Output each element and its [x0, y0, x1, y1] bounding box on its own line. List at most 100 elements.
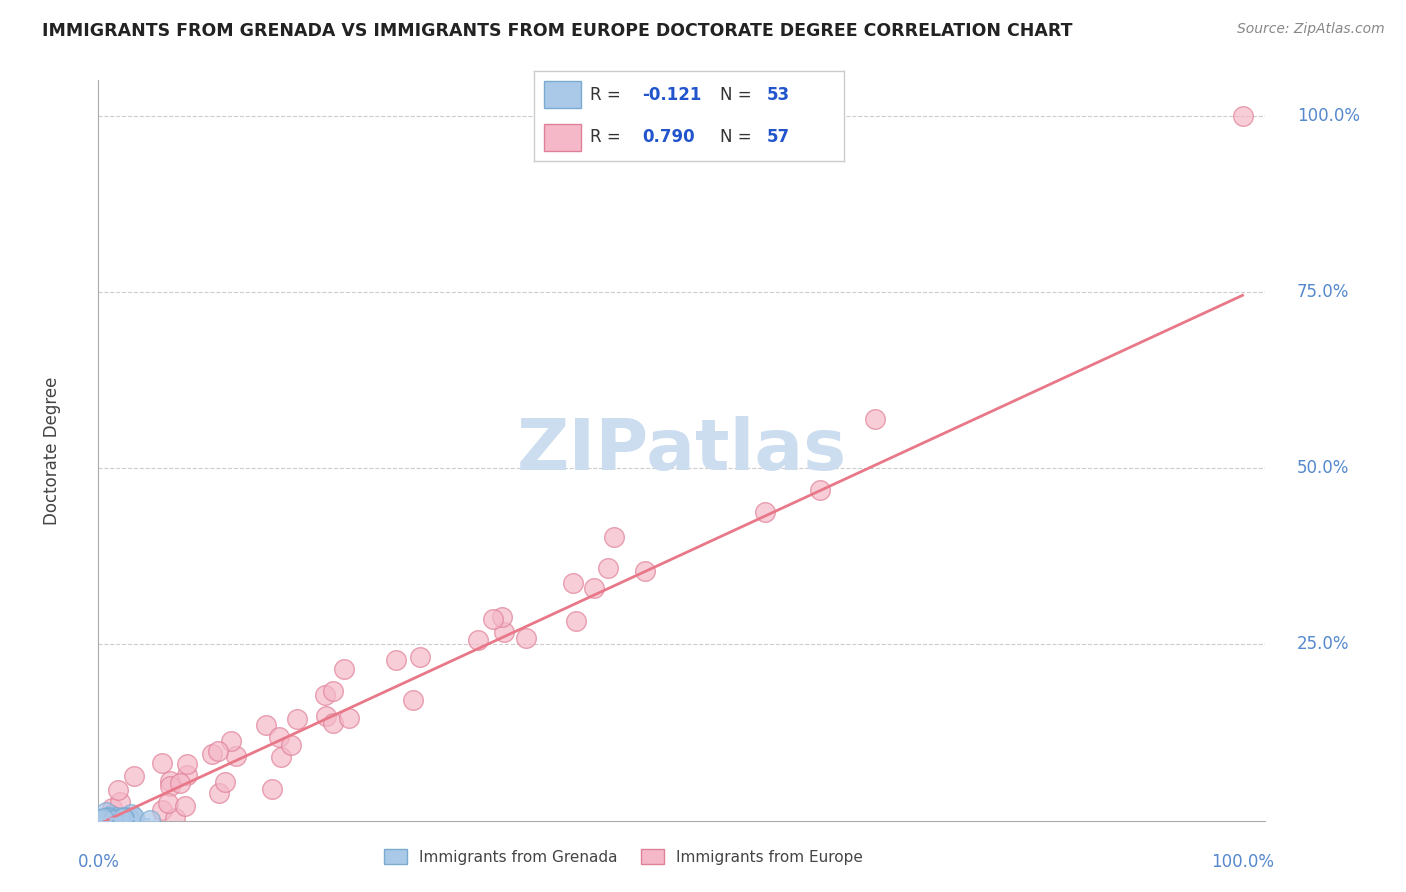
Point: [97, 812, 120, 826]
Point: [90, 813, 112, 827]
Point: [494, 625, 516, 640]
Point: [100, 808, 122, 822]
Text: -0.121: -0.121: [643, 86, 702, 103]
Point: [101, 811, 124, 825]
Point: [89, 813, 111, 827]
Point: [208, 786, 231, 800]
Text: 0.790: 0.790: [643, 128, 695, 146]
Point: [163, 811, 186, 825]
Point: [111, 810, 134, 824]
Point: [156, 796, 179, 810]
Point: [94, 814, 117, 828]
Text: 0.0%: 0.0%: [77, 853, 120, 871]
FancyBboxPatch shape: [544, 124, 581, 151]
Point: [515, 632, 537, 646]
Point: [808, 483, 831, 497]
Point: [93, 813, 115, 827]
Text: R =: R =: [591, 86, 626, 103]
Point: [93, 812, 115, 826]
Point: [103, 811, 125, 825]
Point: [385, 653, 408, 667]
Point: [98, 809, 121, 823]
Point: [333, 661, 356, 675]
Point: [602, 530, 624, 544]
Point: [110, 796, 132, 810]
Point: [214, 774, 236, 789]
Point: [98, 811, 121, 825]
Point: [174, 799, 197, 814]
Text: 53: 53: [766, 86, 789, 103]
Text: 57: 57: [766, 128, 789, 146]
Point: [596, 561, 619, 575]
Text: Doctorate Degree: Doctorate Degree: [42, 376, 60, 524]
Point: [90, 813, 112, 827]
Point: [322, 715, 344, 730]
Point: [402, 692, 425, 706]
Point: [562, 576, 585, 591]
Point: [408, 649, 430, 664]
Point: [93, 813, 115, 827]
Point: [176, 767, 198, 781]
Point: [94, 805, 117, 820]
Point: [314, 688, 336, 702]
Point: [270, 749, 292, 764]
Point: [89, 814, 111, 828]
Point: [105, 810, 128, 824]
Point: [267, 731, 290, 745]
Text: N =: N =: [720, 86, 756, 103]
Point: [89, 813, 111, 827]
Point: [87, 813, 110, 827]
Text: IMMIGRANTS FROM GRENADA VS IMMIGRANTS FROM EUROPE DOCTORATE DEGREE CORRELATION C: IMMIGRANTS FROM GRENADA VS IMMIGRANTS FR…: [42, 22, 1073, 40]
Point: [87, 812, 110, 826]
Point: [87, 814, 110, 828]
Text: 75.0%: 75.0%: [1298, 283, 1350, 301]
Point: [322, 684, 344, 698]
Text: 25.0%: 25.0%: [1298, 635, 1350, 653]
Point: [101, 801, 124, 815]
Text: ZIPatlas: ZIPatlas: [517, 416, 846, 485]
Point: [564, 614, 586, 628]
Point: [582, 581, 605, 595]
Point: [200, 747, 222, 762]
Point: [633, 564, 655, 578]
Point: [159, 773, 181, 788]
Point: [98, 811, 121, 825]
Point: [101, 814, 124, 828]
Point: [315, 709, 337, 723]
Point: [91, 814, 114, 828]
Point: [863, 412, 886, 426]
Point: [112, 811, 135, 825]
Point: [110, 813, 132, 827]
Point: [110, 813, 132, 827]
Point: [87, 814, 110, 828]
Point: [97, 810, 120, 824]
Point: [115, 810, 138, 824]
Point: [467, 633, 489, 648]
Point: [103, 814, 125, 828]
Point: [104, 813, 127, 827]
Point: [108, 813, 131, 827]
Point: [260, 782, 283, 797]
Point: [101, 813, 124, 827]
Point: [94, 814, 117, 828]
Point: [287, 713, 309, 727]
Legend: Immigrants from Grenada, Immigrants from Europe: Immigrants from Grenada, Immigrants from…: [384, 849, 863, 865]
Point: [103, 813, 125, 827]
Point: [90, 813, 112, 827]
Point: [225, 749, 247, 764]
Point: [91, 814, 114, 828]
Point: [254, 718, 277, 732]
Point: [150, 756, 173, 770]
Point: [93, 813, 115, 827]
Text: 50.0%: 50.0%: [1298, 459, 1350, 477]
Point: [107, 783, 129, 797]
Point: [93, 813, 115, 827]
Point: [91, 814, 114, 828]
Point: [111, 811, 134, 825]
Point: [94, 811, 117, 825]
Point: [169, 775, 191, 789]
Point: [120, 807, 142, 822]
Point: [491, 610, 513, 624]
Point: [94, 813, 117, 827]
Point: [280, 739, 302, 753]
